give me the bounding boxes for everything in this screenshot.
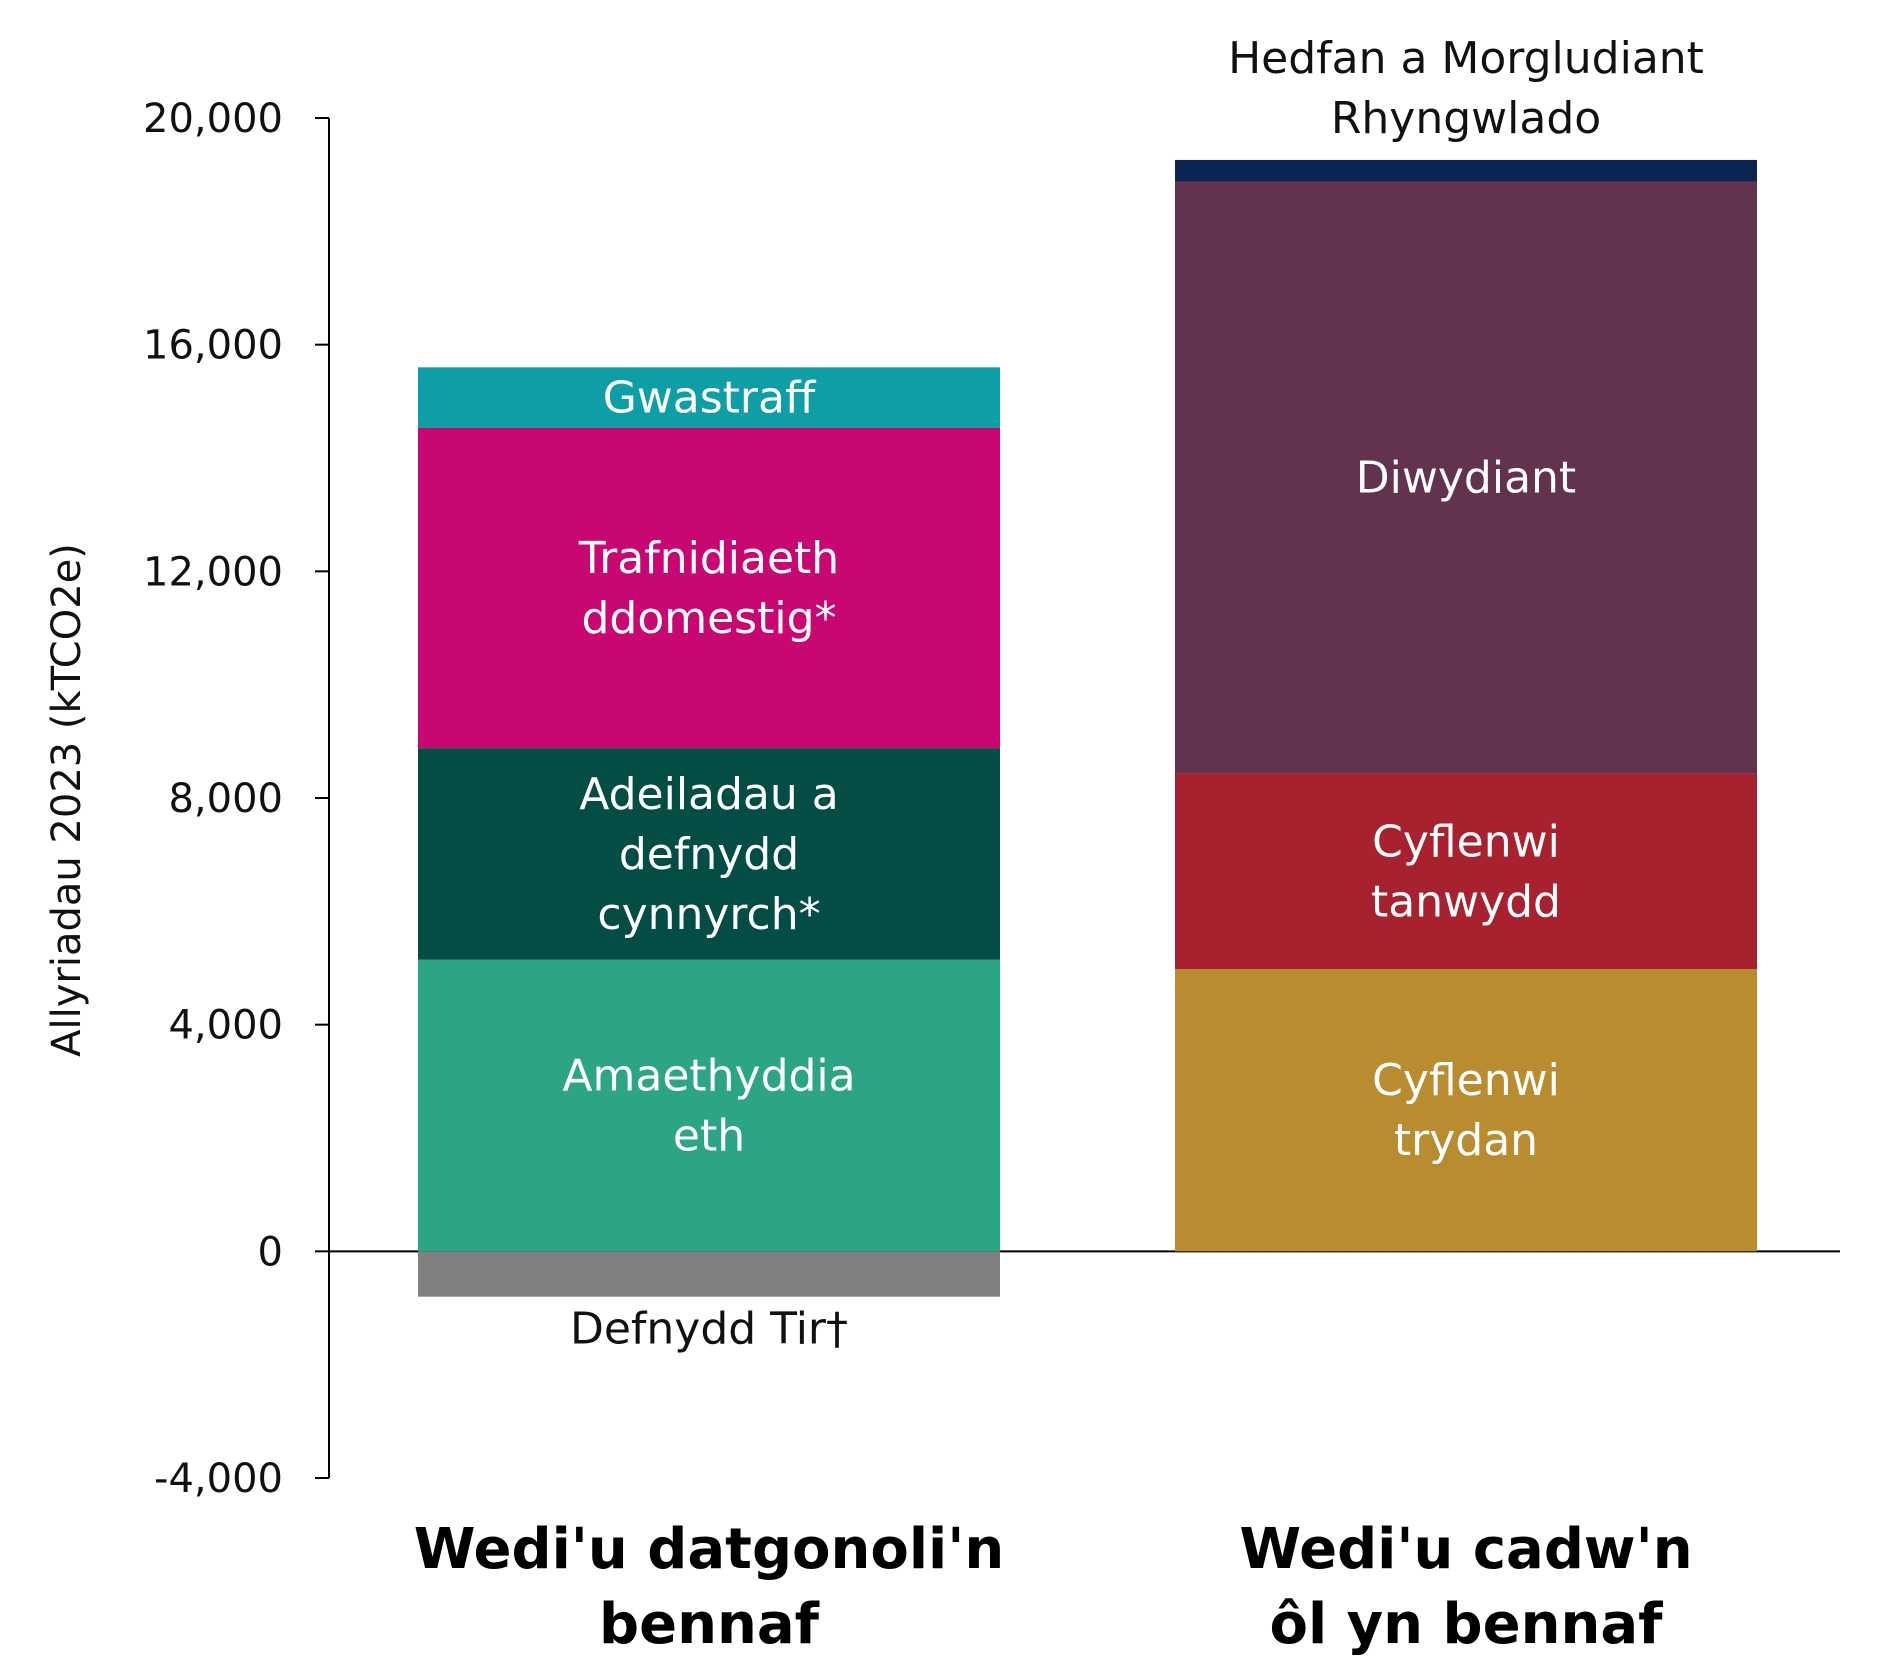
y-tick-label: 20,000: [143, 96, 283, 142]
y-tick-label: 12,000: [143, 549, 283, 595]
bar-segment: [1175, 773, 1757, 970]
segment-labels: Defnydd Tir† Amaethyddia eth Adeiladau a def…: [562, 33, 1704, 1355]
segment-label-line: Rhyngwlado: [1331, 93, 1601, 144]
segment-label-line: Cyflenwi: [1372, 1055, 1560, 1106]
segment-label: Gwastraff: [603, 373, 817, 424]
y-tick-label: -4,000: [154, 1456, 283, 1502]
segment-label-line: Hedfan a Morgludiant: [1228, 33, 1704, 84]
segment-label-line: defnydd: [619, 829, 799, 880]
y-tick-label: 4,000: [168, 1003, 283, 1049]
segment-label-line: eth: [673, 1110, 745, 1161]
bar-segment: [1175, 181, 1757, 774]
bar-segment: [418, 1251, 1000, 1297]
segment-label-line: cynnyrch*: [597, 889, 820, 940]
segment-label: Trafnidiaeth ddomestig*: [578, 533, 839, 644]
bar-segment: [418, 748, 1000, 960]
segment-label: Hedfan a Morgludiant Rhyngwlado: [1228, 33, 1704, 144]
bar-segment: [1175, 969, 1757, 1252]
segment-label-line: Diwydiant: [1356, 453, 1576, 504]
segment-label-line: Defnydd Tir†: [570, 1304, 848, 1355]
category-label: Wedi'u datgonoli'n bennaf: [414, 1517, 1005, 1657]
segment-label-line: Adeiladau a: [579, 769, 838, 820]
segment-label-line: Trafnidiaeth: [578, 533, 839, 584]
y-axis-label: Allyriadau 2023 (kTCO2e): [44, 543, 90, 1057]
category-label-line: bennaf: [599, 1592, 820, 1657]
segment-label: Cyflenwi tanwydd: [1371, 816, 1561, 927]
segment-label-line: trydan: [1394, 1115, 1538, 1166]
category-label-line: Wedi'u datgonoli'n: [414, 1517, 1005, 1582]
category-label-line: ôl yn bennaf: [1270, 1592, 1664, 1657]
bar-segment: [418, 367, 1000, 428]
bars: [418, 159, 1757, 1297]
segment-label: Adeiladau a defnydd cynnyrch*: [579, 769, 838, 940]
category-labels: Wedi'u datgonoli'n bennaf Wedi'u cadw'n ôl …: [414, 1517, 1693, 1657]
segment-label-line: Cyflenwi: [1372, 816, 1560, 867]
category-label-line: Wedi'u cadw'n: [1239, 1517, 1692, 1582]
y-tick-label: 8,000: [168, 776, 283, 822]
segment-label-line: tanwydd: [1371, 876, 1561, 927]
segment-label: Amaethyddia eth: [562, 1050, 855, 1161]
segment-label-line: ddomestig*: [581, 593, 836, 644]
y-tick-label: 16,000: [143, 323, 283, 369]
axes: -4,000 0 4,000 8,000 12,000 16,000 20,000: [143, 96, 1840, 1502]
bar-segment: [418, 959, 1000, 1252]
segment-label: Defnydd Tir†: [570, 1304, 848, 1355]
segment-label: Diwydiant: [1356, 453, 1576, 504]
segment-label-line: Gwastraff: [603, 373, 817, 424]
bar-segment: [418, 427, 1000, 749]
segment-label-line: Amaethyddia: [562, 1050, 855, 1101]
segment-label: Cyflenwi trydan: [1372, 1055, 1560, 1166]
category-label: Wedi'u cadw'n ôl yn bennaf: [1239, 1517, 1692, 1657]
bar-segment: [1175, 159, 1757, 182]
y-tick-label: 0: [258, 1229, 283, 1275]
